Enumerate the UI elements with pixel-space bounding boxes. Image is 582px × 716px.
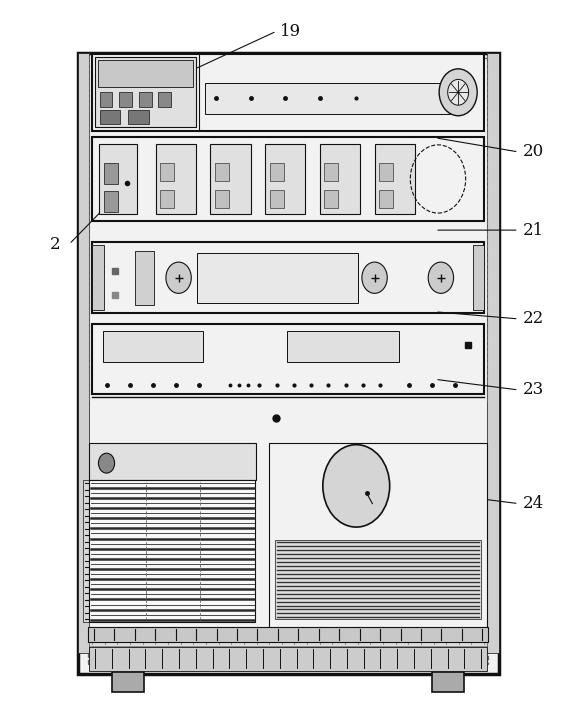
Text: 23: 23 <box>523 382 544 399</box>
Bar <box>269 190 283 208</box>
Bar <box>269 443 487 628</box>
Bar <box>204 83 449 114</box>
Bar <box>160 163 174 181</box>
Bar <box>136 251 154 305</box>
Bar <box>89 647 487 671</box>
Bar <box>265 144 306 214</box>
Bar <box>112 672 144 692</box>
Text: 22: 22 <box>523 311 544 327</box>
Bar <box>432 672 464 692</box>
Bar <box>89 637 487 646</box>
Bar <box>89 443 257 480</box>
Bar <box>275 540 481 619</box>
Bar <box>92 242 484 313</box>
Bar <box>324 163 338 181</box>
Bar <box>473 245 484 311</box>
Bar <box>158 92 171 107</box>
Bar <box>98 60 193 87</box>
Bar <box>379 163 393 181</box>
Text: 19: 19 <box>281 23 301 39</box>
Bar <box>92 245 104 311</box>
Bar <box>78 52 499 674</box>
Bar <box>104 191 118 213</box>
Bar <box>119 92 132 107</box>
Bar <box>88 57 488 664</box>
Bar <box>99 144 137 214</box>
Circle shape <box>448 79 469 105</box>
Bar <box>100 92 112 107</box>
Bar <box>210 144 251 214</box>
Bar <box>83 480 105 622</box>
Circle shape <box>439 69 477 116</box>
Bar <box>379 190 393 208</box>
Bar <box>215 190 229 208</box>
Bar <box>139 92 151 107</box>
Bar <box>104 163 118 184</box>
Bar <box>287 331 399 362</box>
Bar <box>89 480 255 622</box>
Bar <box>92 324 484 394</box>
Bar <box>269 163 283 181</box>
Bar <box>324 190 338 208</box>
Bar <box>197 253 359 303</box>
Bar <box>487 52 499 653</box>
Text: 2: 2 <box>49 236 60 253</box>
Bar <box>215 163 229 181</box>
Bar <box>95 57 196 127</box>
Bar <box>88 626 488 642</box>
Bar <box>92 137 484 221</box>
Text: 20: 20 <box>523 143 544 160</box>
Circle shape <box>166 262 191 294</box>
Bar <box>102 331 203 362</box>
Bar <box>375 144 415 214</box>
Bar <box>100 110 120 125</box>
Circle shape <box>323 445 390 527</box>
Circle shape <box>98 453 115 473</box>
Circle shape <box>428 262 453 294</box>
Circle shape <box>362 262 387 294</box>
Bar <box>320 144 360 214</box>
Bar <box>160 190 174 208</box>
Bar <box>92 54 484 130</box>
Text: 21: 21 <box>523 222 544 238</box>
Bar <box>78 52 89 653</box>
Text: 24: 24 <box>523 495 544 512</box>
Bar <box>155 144 196 214</box>
Bar <box>129 110 148 125</box>
